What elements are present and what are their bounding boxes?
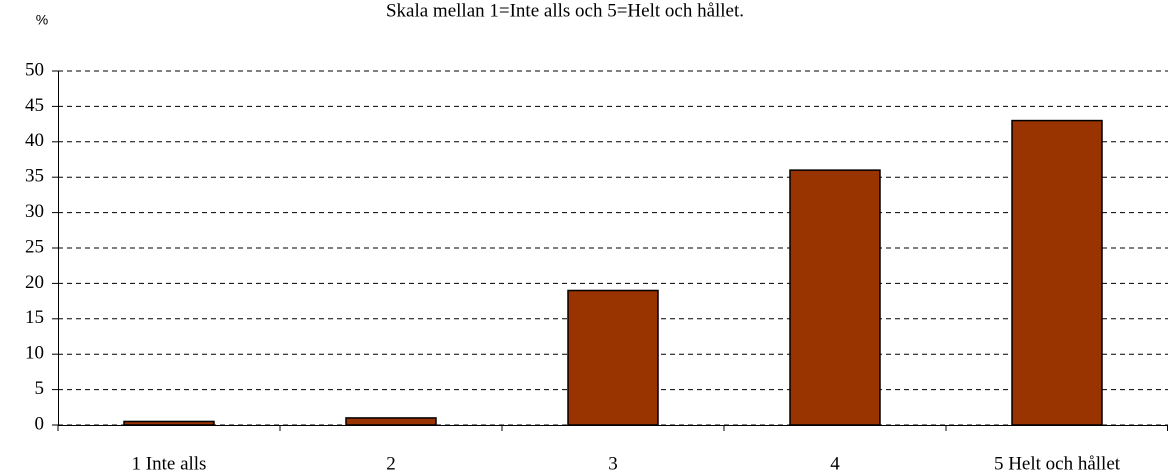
y-tick-label: 30: [25, 201, 44, 222]
x-tick-label: 2: [386, 453, 396, 474]
bar: [345, 417, 437, 426]
x-tick-label: 1 Inte alls: [132, 453, 207, 474]
bar: [1011, 119, 1103, 426]
y-tick-label: 40: [25, 130, 44, 151]
y-tick-label: 10: [25, 343, 44, 364]
x-tick-label: 4: [830, 453, 840, 474]
y-tick-label: 0: [35, 413, 45, 434]
y-tick-label: 35: [25, 166, 44, 187]
bar: [789, 169, 881, 426]
y-tick-label: 25: [25, 236, 44, 257]
y-tick-label: 20: [25, 272, 44, 293]
y-tick-label: 5: [35, 378, 45, 399]
x-tick-label: 5 Helt och hållet: [994, 453, 1121, 474]
x-tick-label: 3: [608, 453, 618, 474]
bar: [123, 420, 215, 426]
chart-title: Skala mellan 1=Inte alls och 5=Helt och …: [386, 0, 744, 21]
y-axis-label: %: [36, 12, 48, 28]
y-tick-label: 15: [25, 307, 44, 328]
y-tick-label: 50: [25, 59, 44, 80]
bar: [567, 289, 659, 426]
y-tick-label: 45: [25, 95, 44, 116]
